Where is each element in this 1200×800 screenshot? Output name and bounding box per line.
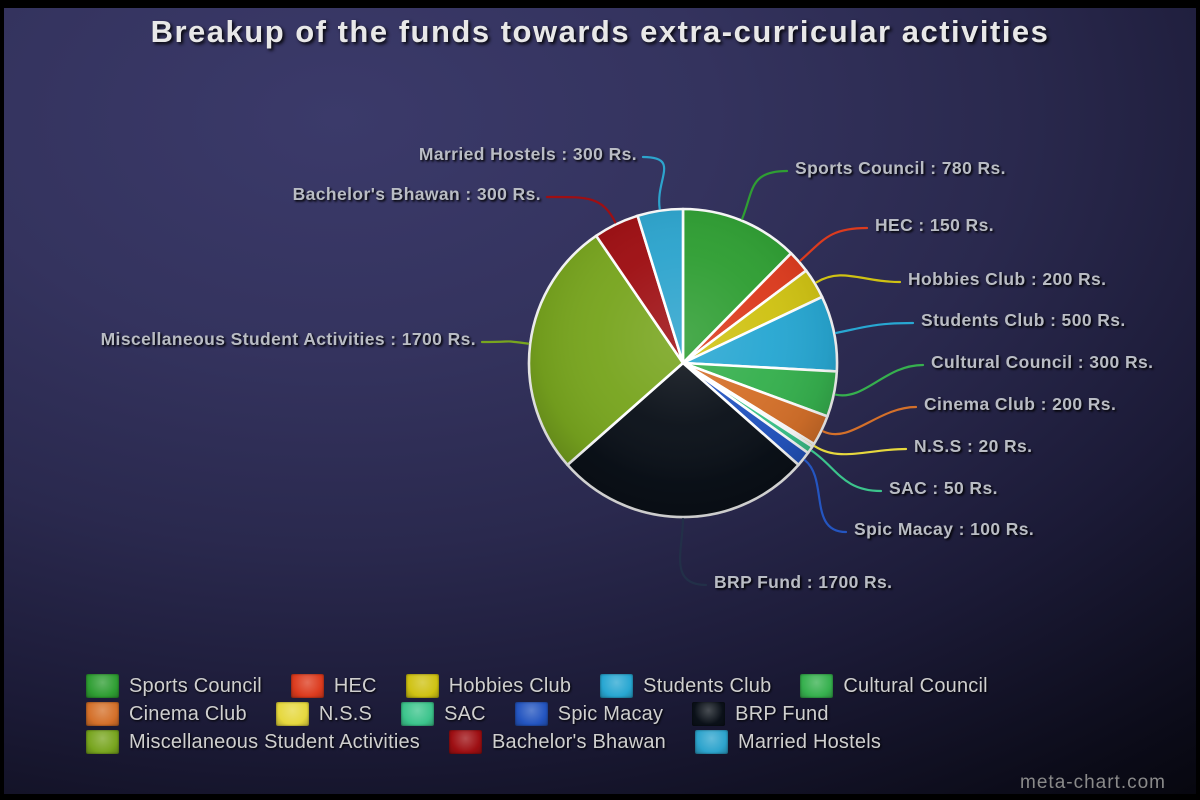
legend-swatch-n-s-s: [275, 702, 309, 726]
legend-swatch-sports-council: [86, 674, 119, 698]
legend-item-n-s-s: N.S.S: [275, 702, 373, 726]
leader-line-married-hostels: [641, 155, 666, 210]
leader-line-miscellaneous-student-activities: [480, 340, 530, 345]
callout-n-s-s: N.S.S : 20 Rs.: [914, 436, 1033, 456]
legend-swatch-miscellaneous-student-activities: [86, 730, 119, 754]
legend-label-hec: HEC: [333, 674, 377, 697]
legend-item-sports-council: Sports Council: [86, 674, 262, 698]
legend-label-sac: SAC: [444, 702, 486, 725]
legend-swatch-spic-macay: [514, 702, 548, 726]
meta-chart-watermark: meta-chart.com: [1020, 772, 1166, 793]
legend-label-n-s-s: N.S.S: [318, 702, 373, 725]
legend-item-spic-macay: Spic Macay: [514, 702, 664, 726]
legend-swatch-brp-fund: [692, 702, 726, 726]
legend-row-2: Cinema Club N.S.S SAC Spic Macay BRP Fund: [86, 702, 988, 726]
legend-swatch-bachelor-s-bhawan: [449, 730, 482, 754]
leader-line-hobbies-club: [815, 274, 902, 284]
legend-item-sac: SAC: [401, 702, 486, 726]
leader-line-cinema-club: [822, 405, 918, 436]
leader-line-n-s-s: [813, 445, 908, 456]
legend-swatch-students-club: [600, 674, 634, 698]
legend-label-hobbies-club: Hobbies Club: [448, 674, 572, 697]
legend-label-spic-macay: Spic Macay: [557, 702, 664, 725]
legend-label-bachelor-s-bhawan: Bachelor's Bhawan: [492, 730, 666, 753]
legend-label-cinema-club: Cinema Club: [129, 702, 247, 725]
leader-line-sac: [810, 449, 883, 493]
callout-sports-council: Sports Council : 780 Rs.: [795, 158, 1006, 178]
callout-hec: HEC : 150 Rs.: [875, 215, 994, 235]
legend-item-married-hostels: Married Hostels: [695, 730, 881, 754]
legend-swatch-cinema-club: [86, 702, 119, 726]
leader-line-bachelor-s-bhawan: [545, 195, 617, 224]
legend-label-married-hostels: Married Hostels: [738, 730, 882, 753]
leader-line-cultural-council: [834, 363, 925, 397]
legend-label-brp-fund: BRP Fund: [735, 702, 829, 725]
legend-item-cultural-council: Cultural Council: [800, 674, 988, 698]
legend-row-3: Miscellaneous Student Activities Bachelor…: [86, 730, 988, 754]
callout-sac: SAC : 50 Rs.: [889, 478, 998, 498]
legend-swatch-hec: [290, 674, 324, 698]
legend-item-hobbies-club: Hobbies Club: [405, 674, 572, 698]
legend-swatch-hobbies-club: [405, 674, 439, 698]
leader-line-spic-macay: [803, 459, 848, 534]
legend-item-bachelor-s-bhawan: Bachelor's Bhawan: [449, 730, 666, 754]
leader-line-sports-council: [741, 169, 789, 220]
legend-label-students-club: Students Club: [643, 674, 772, 697]
callout-cinema-club: Cinema Club : 200 Rs.: [924, 394, 1117, 414]
callout-students-club: Students Club : 500 Rs.: [921, 310, 1126, 330]
callout-miscellaneous-student-activities: Miscellaneous Student Activities : 1700 …: [100, 329, 476, 349]
callout-cultural-council: Cultural Council : 300 Rs.: [931, 352, 1154, 372]
callout-married-hostels: Married Hostels : 300 Rs.: [418, 144, 637, 164]
callout-bachelor-s-bhawan: Bachelor's Bhawan : 300 Rs.: [292, 184, 541, 204]
legend-item-cinema-club: Cinema Club: [86, 702, 247, 726]
leader-line-hec: [799, 226, 869, 262]
legend-label-cultural-council: Cultural Council: [843, 674, 988, 697]
legend-item-brp-fund: BRP Fund: [692, 702, 829, 726]
legend-item-miscellaneous-student-activities: Miscellaneous Student Activities: [86, 730, 420, 754]
legend-swatch-sac: [401, 702, 435, 726]
callout-spic-macay: Spic Macay : 100 Rs.: [854, 519, 1035, 539]
legend-item-students-club: Students Club: [600, 674, 771, 698]
legend-swatch-married-hostels: [695, 730, 728, 754]
legend-row-1: Sports Council HEC Hobbies Club Students Cl…: [86, 674, 988, 698]
legend-swatch-cultural-council: [800, 674, 834, 698]
legend-item-hec: HEC: [290, 674, 377, 698]
callout-hobbies-club: Hobbies Club : 200 Rs.: [908, 269, 1107, 289]
chart-title: Breakup of the funds towards extra-curri…: [150, 14, 1050, 49]
leader-line-students-club: [835, 321, 915, 334]
legend: Sports Council HEC Hobbies Club Students Cl…: [86, 674, 988, 758]
leader-line-brp-fund: [678, 517, 708, 587]
legend-label-miscellaneous-student-activities: Miscellaneous Student Activities: [129, 730, 420, 753]
legend-label-sports-council: Sports Council: [129, 674, 262, 697]
callout-brp-fund: BRP Fund : 1700 Rs.: [714, 572, 893, 592]
